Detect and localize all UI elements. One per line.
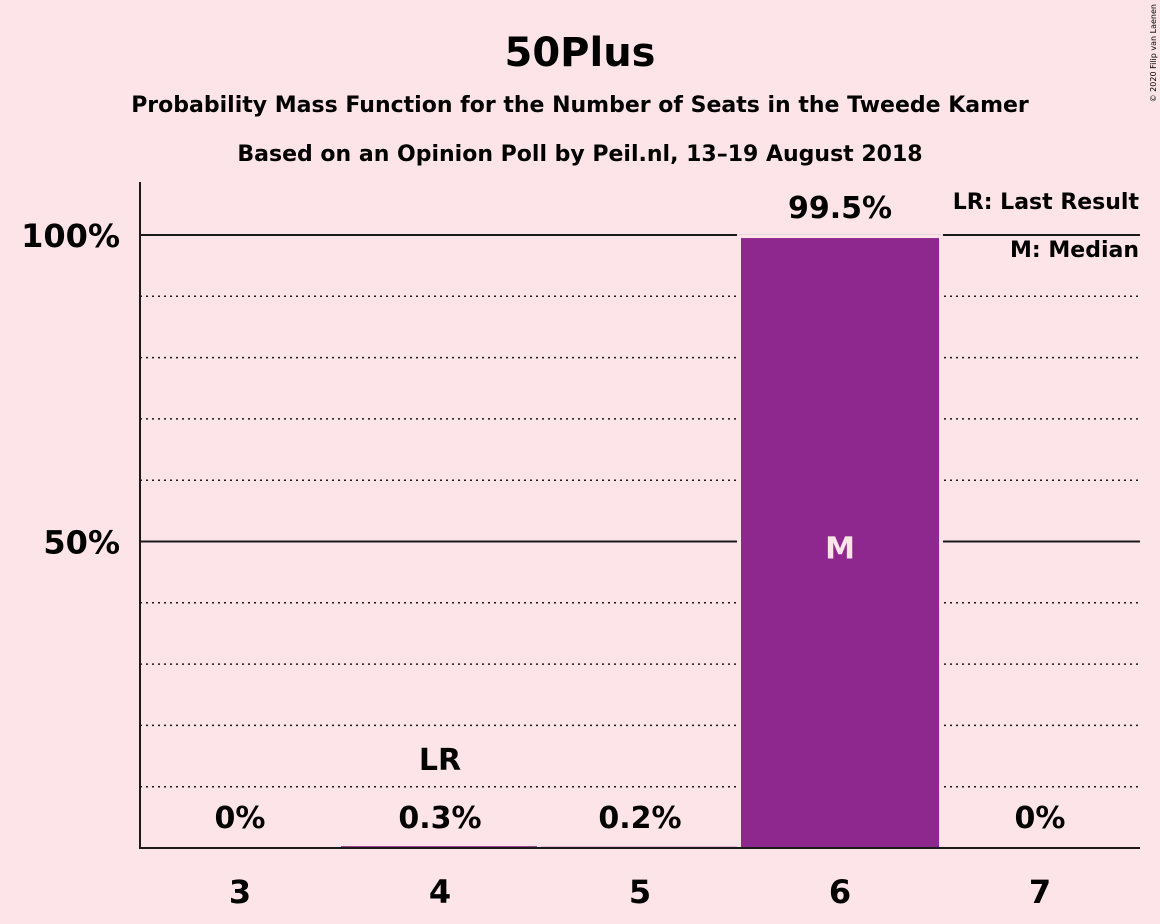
y-tick-label: 50% bbox=[43, 524, 120, 562]
value-label-5: 0.2% bbox=[598, 801, 681, 836]
axes bbox=[139, 182, 1140, 849]
bar-6 bbox=[741, 238, 939, 848]
chart-title: 50Plus bbox=[505, 30, 656, 76]
bar-labels: 0% 0.3% LR 0.2% 99.5% M 0% bbox=[215, 191, 1066, 836]
value-label-6: 99.5% bbox=[788, 191, 892, 226]
chart-subtitle: Probability Mass Function for the Number… bbox=[131, 93, 1029, 118]
legend-last-result: LR: Last Result bbox=[953, 190, 1140, 215]
chart-subtitle-source: Based on an Opinion Poll by Peil.nl, 13–… bbox=[237, 142, 922, 167]
median-marker: M bbox=[825, 532, 855, 567]
x-tick-label: 3 bbox=[229, 873, 251, 911]
bar-halo bbox=[337, 842, 543, 848]
legend-median: M: Median bbox=[1010, 238, 1139, 263]
copyright-text: © 2020 Filip van Laenen bbox=[1149, 4, 1158, 102]
x-tick-label: 6 bbox=[829, 873, 851, 911]
value-label-4: 0.3% bbox=[398, 801, 481, 836]
x-tick-label: 7 bbox=[1029, 873, 1051, 911]
x-tick-labels: 3 4 5 6 7 bbox=[229, 873, 1051, 911]
bar-halo bbox=[537, 842, 743, 848]
gridlines bbox=[140, 234, 1140, 788]
last-result-marker: LR bbox=[419, 743, 461, 778]
value-label-3: 0% bbox=[215, 801, 266, 836]
x-tick-label: 4 bbox=[429, 873, 451, 911]
x-tick-label: 5 bbox=[629, 873, 651, 911]
y-tick-labels: 50% 100% bbox=[21, 217, 120, 562]
value-label-7: 0% bbox=[1015, 801, 1066, 836]
y-tick-label: 100% bbox=[21, 217, 120, 255]
